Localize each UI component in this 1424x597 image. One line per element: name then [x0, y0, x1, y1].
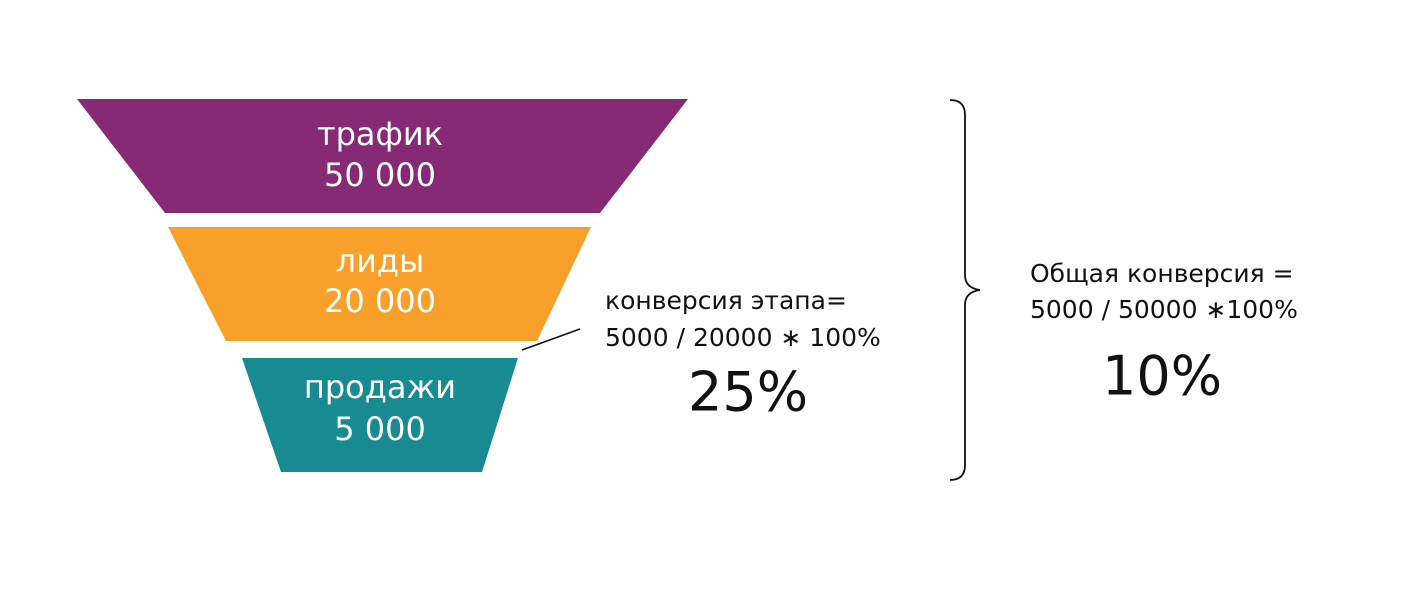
conversion-text: конверсия этапа=: [605, 286, 847, 315]
brace: [949, 99, 981, 481]
stage-label: трафик: [317, 115, 443, 153]
stage-value: 5 000: [334, 410, 426, 448]
conversion-result: 10%: [1102, 345, 1222, 408]
conversion-text: Общая конверсия =: [1030, 259, 1294, 288]
conversion-text: 5000 / 50000 ∗100%: [1030, 295, 1298, 324]
stage-label: лиды: [336, 242, 425, 280]
stage-label: продажи: [304, 368, 456, 406]
stage-value: 50 000: [324, 156, 436, 194]
connector: [521, 328, 581, 351]
stage-shape: [168, 227, 591, 341]
conversion-result: 25%: [688, 361, 808, 424]
stage-shape: [242, 358, 518, 472]
conversion-text: 5000 / 20000 ∗ 100%: [605, 323, 881, 352]
stage-shape: [77, 99, 688, 213]
stage-value: 20 000: [324, 282, 436, 320]
